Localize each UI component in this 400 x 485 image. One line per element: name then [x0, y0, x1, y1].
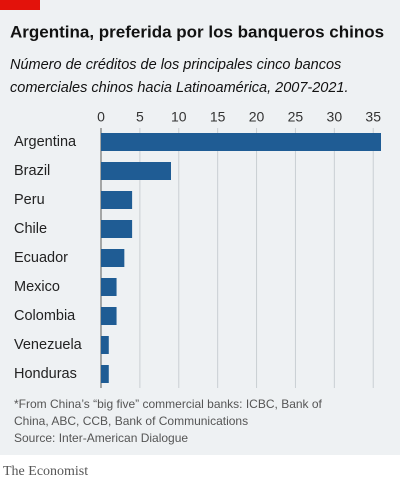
y-tick-label: Colombia	[14, 308, 76, 324]
x-tick-label: 5	[136, 109, 144, 125]
chart-title: Argentina, preferida por los banqueros c…	[10, 22, 384, 41]
y-tick-label: Chile	[14, 221, 47, 237]
y-tick-label: Mexico	[14, 279, 60, 295]
footnote: China, ABC, CCB, Bank of Communications	[14, 414, 248, 428]
bar	[101, 162, 171, 180]
bar	[101, 220, 133, 238]
y-tick-label: Peru	[14, 192, 45, 208]
bar	[101, 278, 117, 296]
brand-tag	[0, 0, 40, 10]
y-tick-label: Brazil	[14, 163, 50, 179]
bar	[101, 365, 109, 383]
bar	[101, 249, 125, 267]
source: Source: Inter-American Dialogue	[14, 431, 188, 445]
x-tick-label: 15	[210, 109, 226, 125]
bar	[101, 133, 381, 151]
y-tick-label: Venezuela	[14, 337, 83, 353]
y-tick-label: Ecuador	[14, 250, 68, 266]
bar	[101, 307, 117, 325]
x-tick-label: 25	[288, 109, 304, 125]
chart-subtitle: Número de créditos de los principales ci…	[10, 57, 341, 73]
chart-subtitle: comerciales chinos hacia Latinoamérica, …	[10, 80, 349, 96]
x-tick-label: 30	[327, 109, 343, 125]
bar	[101, 191, 133, 209]
chart-background	[0, 0, 400, 455]
x-tick-label: 35	[365, 109, 381, 125]
x-tick-label: 10	[171, 109, 187, 125]
brand: The Economist	[3, 464, 88, 479]
y-tick-label: Honduras	[14, 366, 77, 382]
x-tick-label: 0	[97, 109, 105, 125]
bar	[101, 336, 109, 354]
x-tick-label: 20	[249, 109, 265, 125]
y-tick-label: Argentina	[14, 134, 77, 150]
footnote: *From China’s “big five” commercial bank…	[14, 397, 323, 411]
